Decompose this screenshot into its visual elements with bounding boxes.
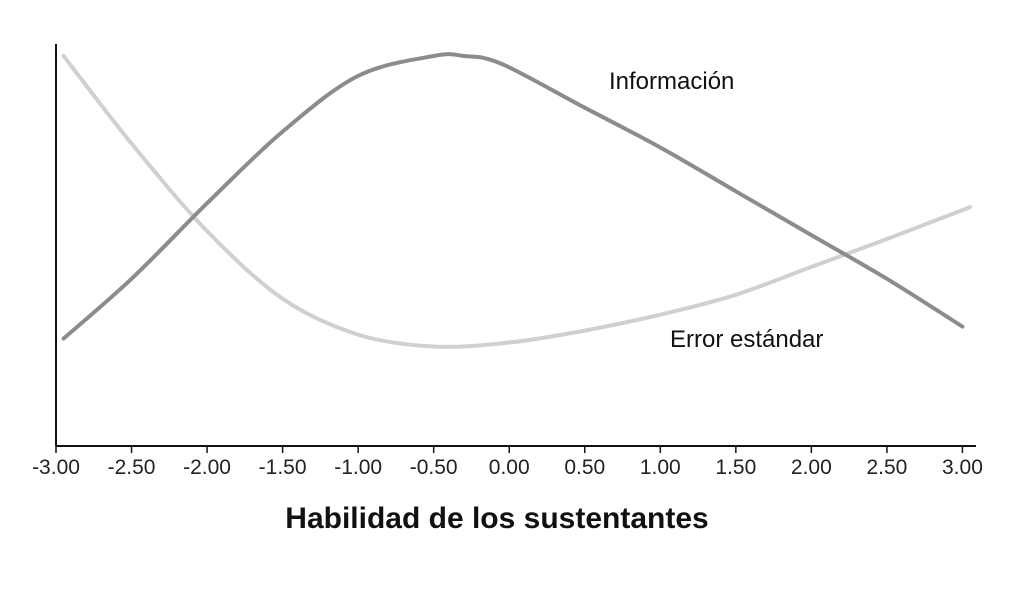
- x-tick-label: 0.00: [489, 456, 530, 479]
- x-tick-label: 2.00: [791, 456, 832, 479]
- x-tick-label: 1.00: [640, 456, 681, 479]
- series-layer: [61, 52, 972, 349]
- x-tick-label: 1.50: [715, 456, 756, 479]
- x-tick-label: -0.50: [410, 456, 458, 479]
- x-tick-label: 0.50: [564, 456, 605, 479]
- series-label-informacion: Información: [609, 68, 734, 95]
- x-tick-label: -2.00: [183, 456, 231, 479]
- x-tick-label: 2.50: [866, 456, 907, 479]
- series-label-error-estandar: Error estándar: [670, 326, 823, 353]
- series-line-informacion: [61, 52, 965, 341]
- x-tick-label: -1.50: [259, 456, 307, 479]
- x-axis-title: Habilidad de los sustentantes: [285, 502, 708, 535]
- x-tick-label: -2.50: [108, 456, 156, 479]
- x-tick-label: 3.00: [942, 456, 983, 479]
- x-tick-label: -3.00: [32, 456, 80, 479]
- x-tick-label: -1.00: [334, 456, 382, 479]
- series-line-error-estandar: [61, 54, 972, 349]
- x-ticks: -3.00 -2.50 -2.00 -1.50 -1.00 -0.50 0.00 0.50 1.…: [32, 446, 983, 479]
